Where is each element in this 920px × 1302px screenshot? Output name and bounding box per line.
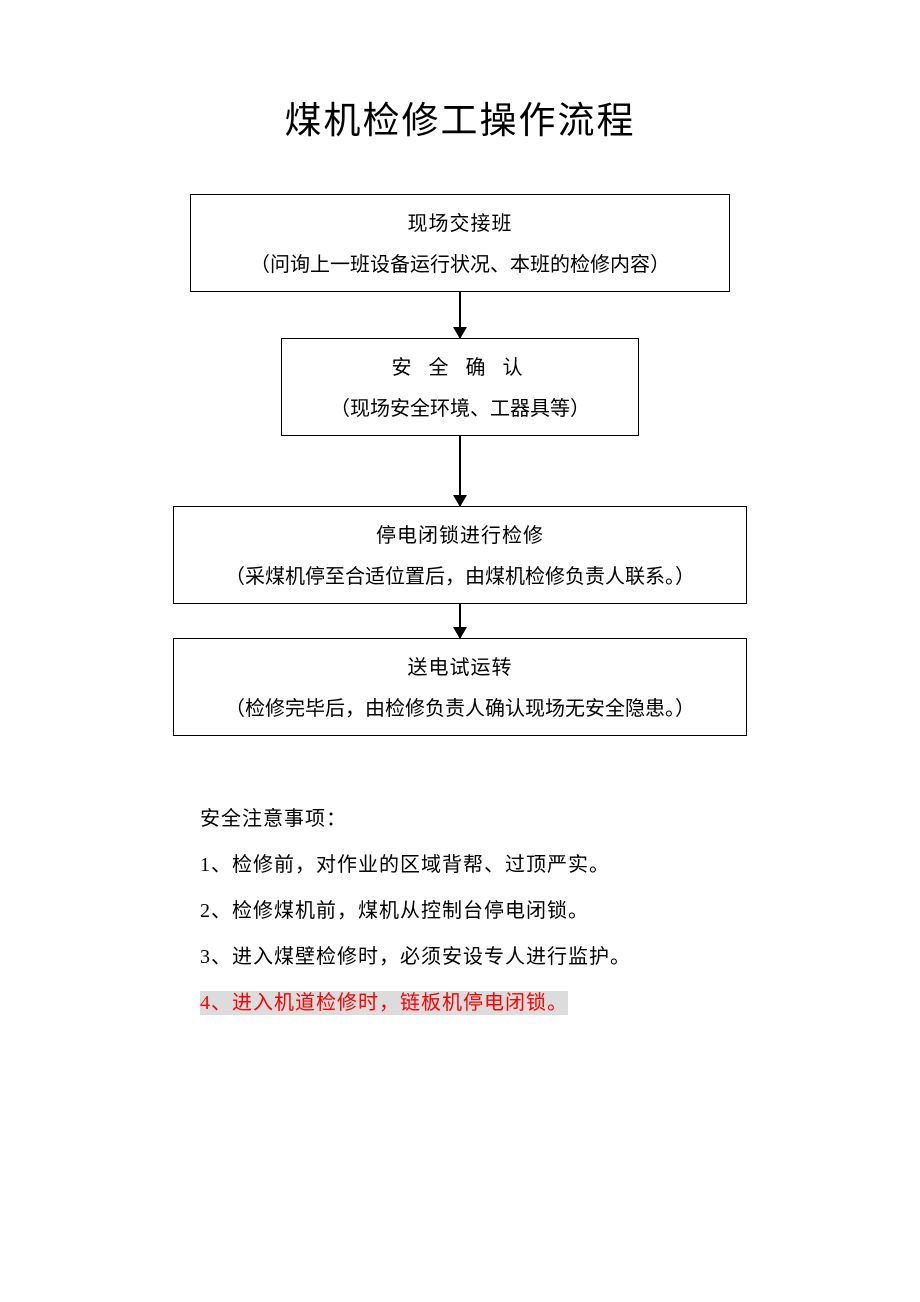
note-item-1: 1、检修前，对作业的区域背帮、过顶严实。 (200, 842, 920, 888)
flow-arrow-3 (459, 604, 461, 638)
flow-arrow-1 (459, 292, 461, 338)
note-item-2: 2、检修煤机前，煤机从控制台停电闭锁。 (200, 888, 920, 934)
flow-step-1-subtitle: （问询上一班设备运行状况、本班的检修内容） (201, 248, 719, 277)
flow-step-4-title: 送电试运转 (184, 651, 736, 680)
flow-step-2-subtitle: （现场安全环境、工器具等） (292, 392, 628, 421)
flow-step-4-subtitle: （检修完毕后，由检修负责人确认现场无安全隐患。） (184, 692, 736, 721)
note-item-4: 4、进入机道检修时，链板机停电闭锁。 (200, 980, 920, 1026)
flow-step-2: 安 全 确 认 （现场安全环境、工器具等） (281, 338, 639, 436)
flow-step-1-title: 现场交接班 (201, 207, 719, 236)
note-item-4-text: 4、进入机道检修时，链板机停电闭锁。 (200, 991, 568, 1015)
note-item-3: 3、进入煤壁检修时，必须安设专人进行监护。 (200, 934, 920, 980)
flow-step-4: 送电试运转 （检修完毕后，由检修负责人确认现场无安全隐患。） (173, 638, 747, 736)
notes-header: 安全注意事项： (200, 796, 920, 842)
flow-step-3-title: 停电闭锁进行检修 (184, 519, 736, 548)
flow-step-2-title: 安 全 确 认 (292, 351, 628, 380)
flow-step-3: 停电闭锁进行检修 （采煤机停至合适位置后，由煤机检修负责人联系。） (173, 506, 747, 604)
flow-arrow-2 (459, 436, 461, 506)
safety-notes: 安全注意事项： 1、检修前，对作业的区域背帮、过顶严实。 2、检修煤机前，煤机从… (200, 796, 920, 1026)
flow-step-3-subtitle: （采煤机停至合适位置后，由煤机检修负责人联系。） (184, 560, 736, 589)
flow-step-1: 现场交接班 （问询上一班设备运行状况、本班的检修内容） (190, 194, 730, 292)
page-title: 煤机检修工操作流程 (0, 0, 920, 194)
flowchart: 现场交接班 （问询上一班设备运行状况、本班的检修内容） 安 全 确 认 （现场安… (0, 194, 920, 736)
